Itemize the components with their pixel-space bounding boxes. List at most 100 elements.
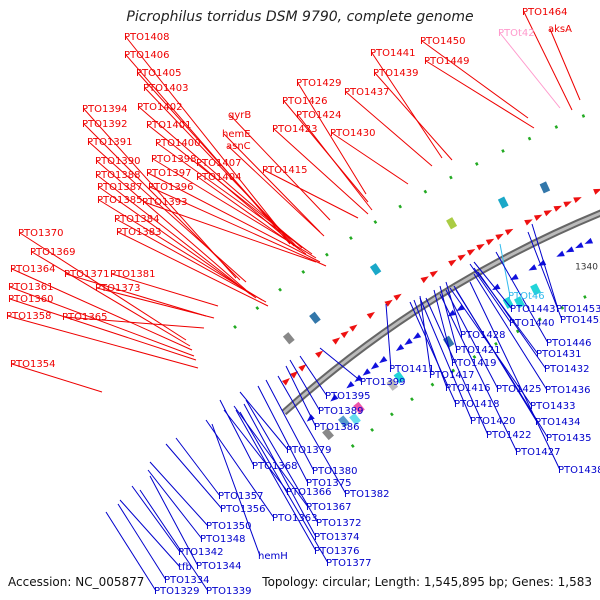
leader-line <box>374 72 453 161</box>
plus-strand-arrow <box>315 350 324 358</box>
leader-line <box>297 114 373 211</box>
leader-line <box>143 201 317 263</box>
gc-bar <box>278 287 282 292</box>
plus-gene-label: PTO1387 <box>97 182 142 193</box>
gene-feature-block <box>443 335 455 348</box>
plus-gene-label: PTO1364 <box>10 264 55 275</box>
leader-line <box>263 169 359 219</box>
minus-gene-label: PTO1411 <box>389 364 434 375</box>
leader-line <box>469 263 512 324</box>
topology-label: Topology: <box>262 575 319 589</box>
leader-line <box>265 379 315 472</box>
minus-gene-label: PTO1372 <box>316 518 361 529</box>
plus-gene-label: PTO1394 <box>82 104 127 115</box>
leader-line <box>523 11 573 111</box>
minus-gene-label: PTO1374 <box>314 532 359 543</box>
minus-gene-label: PTO1433 <box>530 401 575 412</box>
minus-gene-label: PTO1386 <box>314 422 359 433</box>
leader-line <box>223 133 321 233</box>
gene-feature-block <box>353 401 365 414</box>
plus-strand-arrow <box>290 370 299 379</box>
leader-line <box>131 485 181 553</box>
plus-gene-label: PTO1426 <box>282 96 327 107</box>
minus-gene-label: PTO1431 <box>536 349 581 360</box>
plus-gene-label: PTO1358 <box>6 311 51 322</box>
gc-bar-inner <box>494 341 498 346</box>
plus-gene-label: PTO1383 <box>116 227 161 238</box>
minus-gene-label: PTO1417 <box>429 370 474 381</box>
leader-line <box>96 174 251 295</box>
leader-line <box>277 375 347 495</box>
plus-strand-arrow <box>543 210 553 217</box>
backbone-arc <box>282 211 600 414</box>
leader-line <box>11 268 193 351</box>
minus-gene-label: PTO1363 <box>272 513 317 524</box>
plus-strand-arrow <box>448 259 457 267</box>
plus-gene-label: PTO1403 <box>143 83 188 94</box>
leader-line <box>419 297 473 422</box>
gene-feature-block <box>530 283 541 296</box>
minus-strand-arrow <box>412 332 422 340</box>
gc-bar-inner <box>410 397 414 402</box>
plus-gene-label: PTO1354 <box>10 359 55 370</box>
gc-bar <box>373 220 378 224</box>
length-label: Length: <box>374 575 421 589</box>
plus-strand-arrow <box>553 205 562 212</box>
plus-gene-label: PTO1464 <box>522 7 567 18</box>
gc-bar <box>475 162 479 166</box>
leader-line <box>98 186 257 299</box>
minus-gene-label: PTO1344 <box>196 561 241 572</box>
minus-gene-label: PTO1380 <box>312 466 357 477</box>
leader-line <box>117 503 167 581</box>
gene-feature-block <box>393 371 406 384</box>
leader-line <box>425 297 489 436</box>
leader-line <box>205 419 275 519</box>
minus-gene-label: PTO1350 <box>206 521 251 532</box>
leader-line <box>257 385 309 484</box>
leader-line <box>409 301 457 405</box>
leader-line <box>527 231 563 321</box>
gc-bar <box>581 114 586 118</box>
gc-bar <box>501 149 505 153</box>
plus-strand-arrow <box>429 270 439 278</box>
gc-bar-inner <box>560 305 565 310</box>
leader-line <box>147 469 203 540</box>
leader-line <box>9 286 195 357</box>
leader-line <box>115 218 267 303</box>
label-leader-lines <box>7 11 581 592</box>
plus-gene-label: PTO1439 <box>373 68 418 79</box>
minus-strand-arrow <box>528 264 537 271</box>
gene-feature-block <box>446 217 458 230</box>
leader-line <box>65 273 207 317</box>
plus-strand-arrow <box>457 254 466 261</box>
gene-feature-block <box>497 196 509 209</box>
plus-gene-label: PTO1408 <box>124 32 169 43</box>
leader-line <box>211 423 261 557</box>
genes-value: 1,583 <box>557 575 592 589</box>
minus-gene-label: PTO1339 <box>206 586 251 597</box>
plus-gene-label: PTO1373 <box>95 283 140 294</box>
gene-labels: PTO1464 aksA PTO1450 PTO1449 PTO1441 PTO1439 P… <box>6 7 600 597</box>
gc-bar-inner <box>515 329 520 334</box>
leader-line <box>477 271 547 370</box>
minus-gene-label: PTOt46 <box>508 291 545 302</box>
gene-feature-block <box>502 296 514 309</box>
minus-gene-label: PTO1348 <box>200 534 245 545</box>
plus-gene-label: PTO1393 <box>142 197 187 208</box>
leader-line <box>111 273 219 307</box>
plus-gene-label: aksA <box>548 24 572 35</box>
minus-gene-label: PTO1428 <box>460 330 505 341</box>
plus-strand-arrow <box>485 238 495 246</box>
gc-bar <box>398 204 403 209</box>
gc-bar-inner <box>350 444 355 448</box>
length-value: 1,545,895 bp <box>423 575 504 589</box>
leader-line <box>138 106 303 249</box>
plus-gene-label: PTO1397 <box>146 168 191 179</box>
minus-strand-arrow <box>510 273 519 281</box>
minus-strand-arrow <box>575 242 584 249</box>
plus-gene-label: PTO1415 <box>262 165 307 176</box>
minus-strand-arrow <box>584 237 594 244</box>
plus-gene-label: PTO1396 <box>148 182 193 193</box>
gc-bar <box>301 269 306 274</box>
genome-summary: Topology: circular; Length: 1,545,895 bp… <box>262 575 592 589</box>
